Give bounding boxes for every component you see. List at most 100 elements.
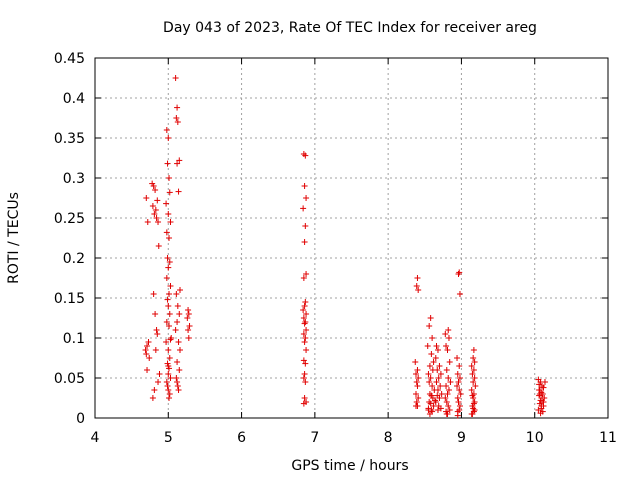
data-point <box>174 160 181 167</box>
data-point <box>166 391 173 397</box>
data-point <box>470 395 477 401</box>
data-point <box>153 327 160 333</box>
data-point <box>470 379 477 385</box>
data-point <box>146 355 153 361</box>
data-point <box>541 379 548 385</box>
data-point <box>301 303 308 309</box>
data-point <box>433 379 440 385</box>
data-point <box>164 296 171 303</box>
data-point <box>144 219 151 225</box>
data-point <box>471 359 478 365</box>
data-point <box>174 319 181 325</box>
data-point <box>301 371 308 377</box>
data-point <box>301 239 308 245</box>
data-point <box>174 303 181 309</box>
data-point <box>414 275 421 281</box>
data-point <box>456 387 463 393</box>
data-point <box>167 219 174 225</box>
data-point <box>424 343 431 349</box>
data-point <box>166 395 173 401</box>
x-tick-label: 5 <box>164 430 173 446</box>
data-point <box>172 327 179 333</box>
data-point <box>175 188 182 195</box>
data-points <box>142 75 548 419</box>
data-point <box>163 275 170 281</box>
data-point <box>426 411 433 417</box>
data-point <box>301 339 308 345</box>
data-point <box>413 379 420 385</box>
data-point <box>437 383 444 389</box>
data-point <box>426 323 433 329</box>
y-tick-label: 0.1 <box>63 331 85 347</box>
data-point <box>166 189 173 196</box>
data-point <box>444 411 451 417</box>
data-point <box>155 379 162 385</box>
data-point <box>150 183 157 189</box>
axis-ticks: 4 5 6 7 8 9 10 11 0 0.05 0.1 0.15 0.2 0.25 0.3 0.35 0.4 0… <box>54 51 617 446</box>
data-point <box>456 291 463 297</box>
data-point <box>412 371 419 377</box>
data-point <box>456 375 463 381</box>
data-point <box>436 363 443 369</box>
data-point <box>185 327 192 333</box>
data-point <box>164 160 171 167</box>
data-point <box>427 315 434 321</box>
data-point <box>434 407 441 413</box>
data-point <box>166 323 173 329</box>
data-point <box>174 383 181 389</box>
data-point <box>433 343 440 349</box>
data-point <box>539 395 546 401</box>
data-point <box>443 367 450 373</box>
data-point <box>436 395 443 401</box>
data-point <box>173 115 180 121</box>
data-point <box>145 339 152 345</box>
data-point <box>150 291 157 297</box>
data-point <box>151 211 158 217</box>
data-point <box>165 363 172 369</box>
data-point <box>166 259 173 265</box>
data-point <box>434 387 441 393</box>
data-point <box>165 135 172 141</box>
data-point <box>165 264 172 271</box>
grid <box>95 58 608 418</box>
data-point <box>414 383 421 389</box>
data-point <box>430 359 437 365</box>
y-tick-label: 0 <box>76 411 85 427</box>
data-point <box>164 383 171 389</box>
data-point <box>173 375 180 381</box>
data-point <box>454 383 461 389</box>
data-point <box>428 351 435 357</box>
plot-frame <box>94 57 609 419</box>
data-point <box>166 291 173 297</box>
data-point <box>537 410 544 417</box>
data-point <box>174 379 181 385</box>
x-tick-label: 11 <box>599 430 617 446</box>
data-point <box>536 391 543 397</box>
data-point <box>154 197 161 204</box>
data-point <box>175 387 182 393</box>
data-point <box>456 403 463 409</box>
data-point <box>443 399 450 405</box>
data-point <box>301 320 308 327</box>
data-point <box>470 355 477 361</box>
data-point <box>469 371 476 377</box>
data-point <box>302 360 309 367</box>
data-point <box>186 323 193 329</box>
data-point <box>445 387 452 393</box>
data-point <box>444 391 451 397</box>
data-point <box>435 375 442 381</box>
data-point <box>152 187 159 193</box>
data-point <box>176 311 183 317</box>
data-point <box>163 127 170 133</box>
data-point <box>445 327 452 333</box>
data-point <box>176 367 183 373</box>
x-tick-label: 7 <box>310 430 319 446</box>
data-point <box>144 367 151 373</box>
data-point <box>442 395 449 401</box>
data-point <box>426 363 433 369</box>
data-point <box>173 291 180 297</box>
data-point <box>184 315 191 321</box>
y-tick-label: 0.25 <box>54 211 85 227</box>
data-point <box>432 399 439 405</box>
data-point <box>151 387 158 393</box>
